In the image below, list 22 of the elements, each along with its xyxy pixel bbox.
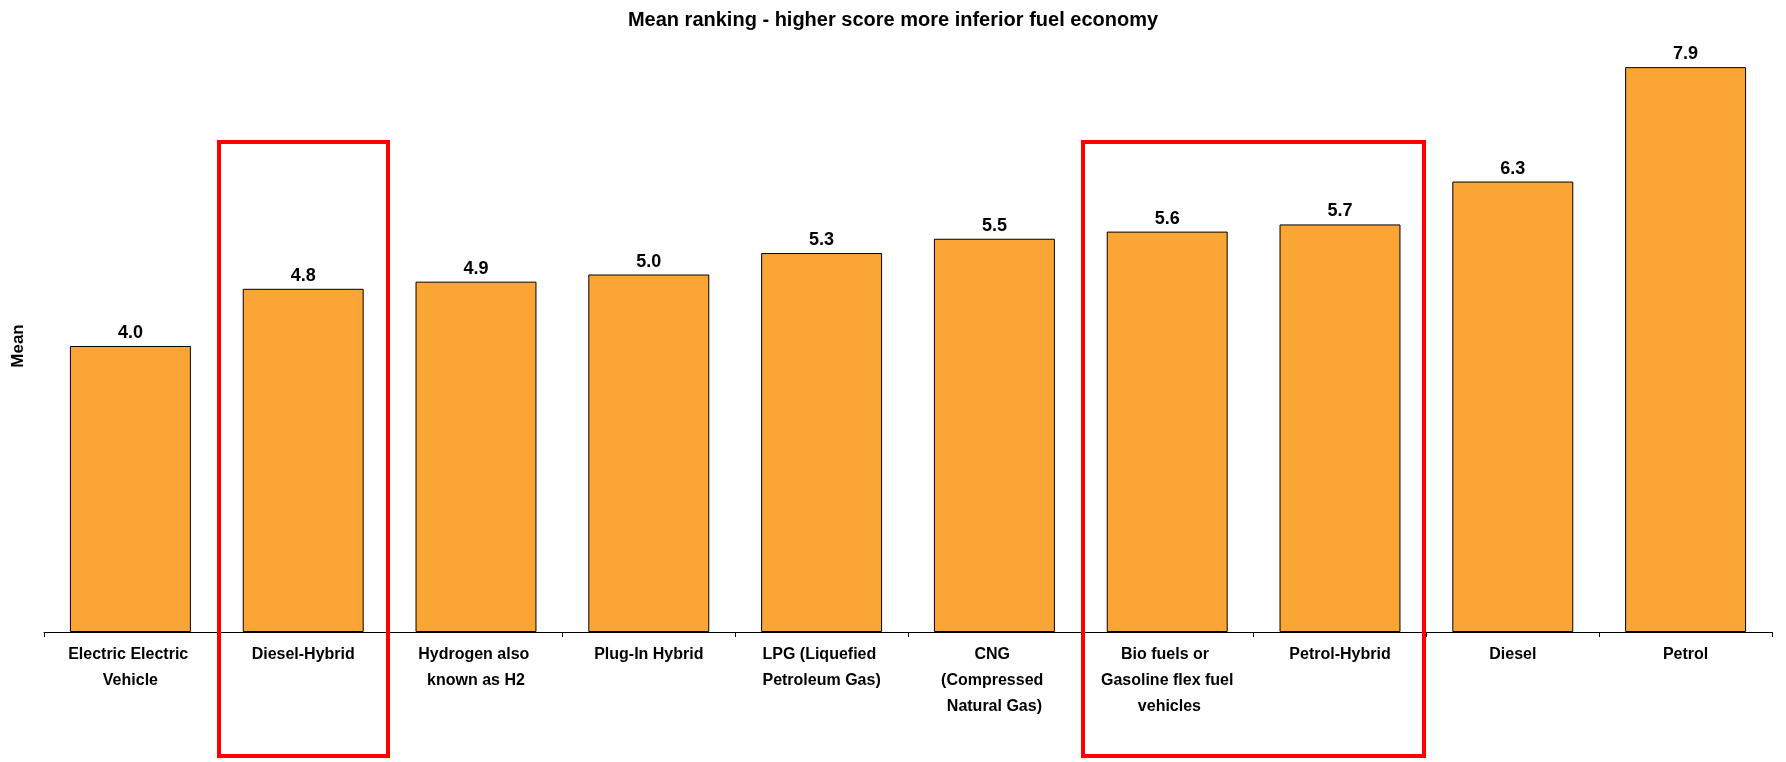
x-tick-label: Diesel-Hybrid [251,644,355,662]
x-tick-label: CNG (Compressed Natural Gas) [941,644,1048,714]
data-label: 6.3 [1500,157,1526,178]
x-tick-label: LPG (Liquefied Petroleum Gas) [762,644,881,688]
data-label: 4.0 [117,322,143,342]
chart-title: Mean ranking - higher score more inferior fuel economy [627,8,1159,30]
data-label: 4.9 [463,257,489,278]
x-tick-label: Plug-In Hybrid [594,644,704,662]
x-tick-label: Diesel [1489,644,1537,662]
x-tick-label: Bio fuels or Gasoline flex fuel vehicles [1100,644,1234,714]
data-label: 5.0 [636,250,662,271]
data-label: 7.9 [1673,43,1699,64]
data-label: 5.6 [1154,207,1180,228]
y-axis-title: Mean [8,324,27,368]
data-label: 5.3 [809,229,835,250]
data-label: 5.7 [1327,200,1353,221]
x-tick-label: Petrol-Hybrid [1289,644,1391,662]
x-tick-label: Electric Electric Vehicle [68,644,193,688]
data-label: 4.8 [290,264,316,285]
x-tick-label: Petrol [1662,644,1709,662]
data-label: 5.5 [981,214,1007,235]
x-tick-label: Hydrogen also known as H2 [418,644,534,688]
